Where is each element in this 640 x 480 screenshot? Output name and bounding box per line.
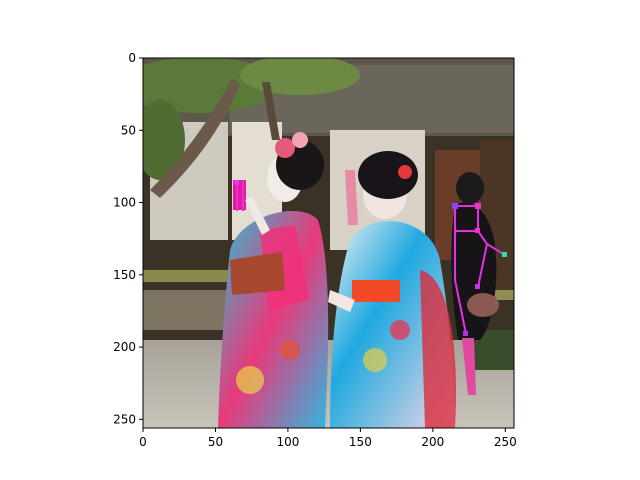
axes-frame <box>142 57 515 429</box>
y-tick-label: 0 <box>128 51 136 65</box>
y-tick-label: 250 <box>113 412 136 426</box>
photo <box>143 58 514 428</box>
y-tick-label: 150 <box>113 268 136 282</box>
x-tick-label: 200 <box>421 435 444 449</box>
x-tick-label: 150 <box>349 435 372 449</box>
x-tick-label: 50 <box>208 435 223 449</box>
y-tick-label: 200 <box>113 340 136 354</box>
pose-keypoints <box>234 180 507 336</box>
y-tick-label: 50 <box>121 123 136 137</box>
x-axis: 0 50 100 150 200 250 <box>139 428 517 449</box>
x-tick-label: 250 <box>494 435 517 449</box>
y-tick-label: 100 <box>113 196 136 210</box>
x-tick-label: 100 <box>276 435 299 449</box>
y-axis: 0 50 100 150 200 250 <box>113 51 143 426</box>
x-tick-label: 0 <box>139 435 147 449</box>
